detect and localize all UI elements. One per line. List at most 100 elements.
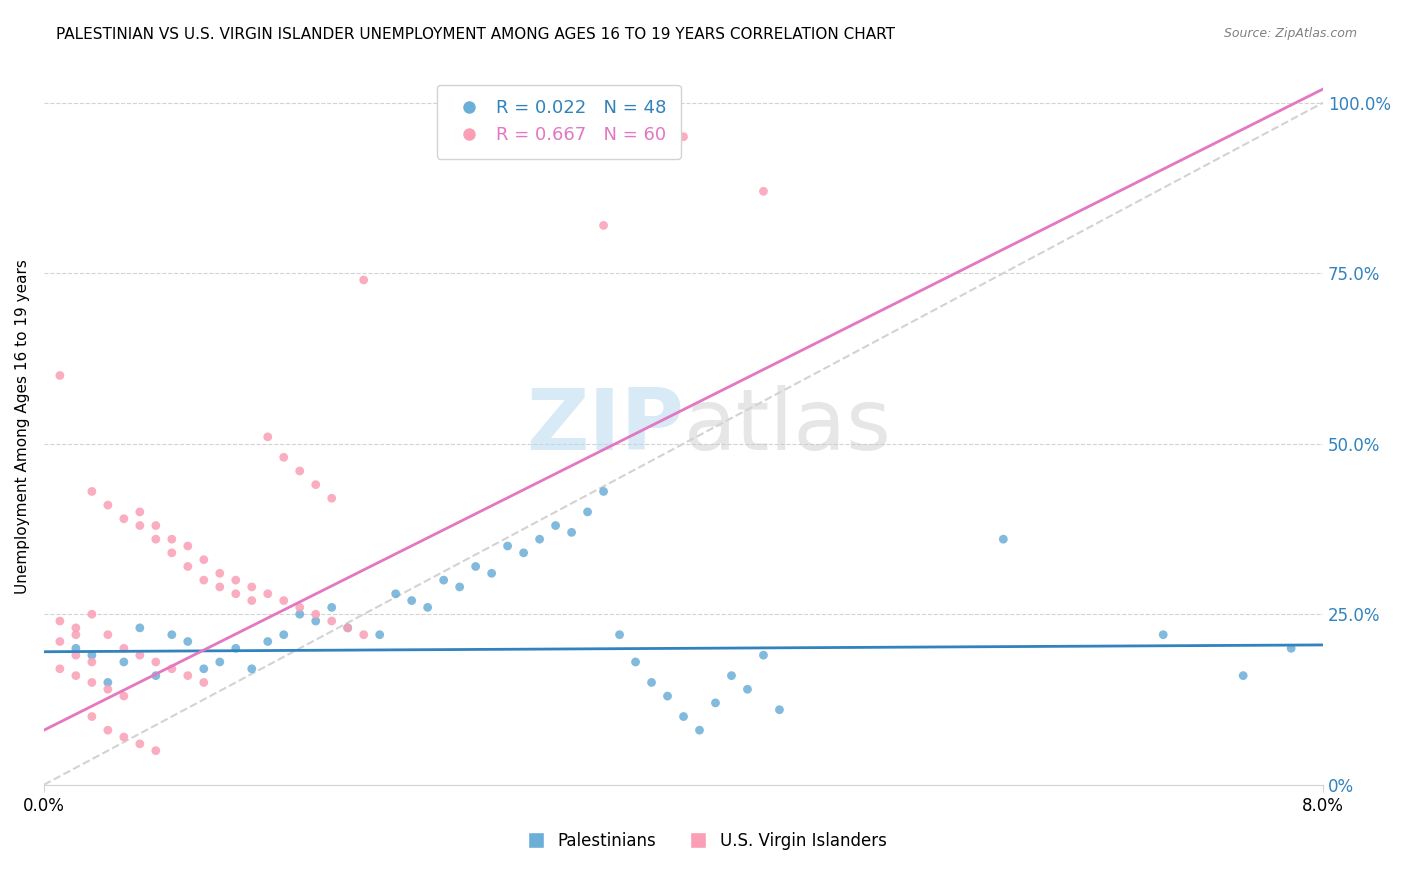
Point <box>65 668 87 682</box>
Text: Source: ZipAtlas.com: Source: ZipAtlas.com <box>1223 27 1357 40</box>
Point <box>592 484 614 499</box>
Text: atlas: atlas <box>683 385 891 468</box>
Point <box>208 580 231 594</box>
Point <box>529 532 551 546</box>
Point <box>128 518 150 533</box>
Point <box>97 628 120 642</box>
Point <box>1232 668 1254 682</box>
Point <box>80 607 103 622</box>
Point <box>208 655 231 669</box>
Point <box>65 648 87 662</box>
Point <box>80 648 103 662</box>
Point <box>128 648 150 662</box>
Point <box>384 587 406 601</box>
Point <box>112 689 135 703</box>
Point <box>177 539 200 553</box>
Point <box>481 566 503 581</box>
Point <box>401 593 423 607</box>
Point <box>177 668 200 682</box>
Point <box>273 593 295 607</box>
Point <box>657 689 679 703</box>
Point <box>1279 641 1302 656</box>
Point <box>561 525 583 540</box>
Point <box>128 621 150 635</box>
Point <box>97 723 120 738</box>
Point <box>288 600 311 615</box>
Point <box>193 573 215 587</box>
Point <box>225 573 247 587</box>
Point <box>768 703 790 717</box>
Point <box>65 628 87 642</box>
Point <box>193 662 215 676</box>
Point <box>49 368 72 383</box>
Point <box>160 628 183 642</box>
Point <box>689 723 711 738</box>
Point <box>145 744 167 758</box>
Point <box>112 655 135 669</box>
Point <box>321 614 343 628</box>
Point <box>128 505 150 519</box>
Point <box>97 675 120 690</box>
Point <box>592 219 614 233</box>
Point <box>112 641 135 656</box>
Point <box>640 675 662 690</box>
Point <box>752 184 775 198</box>
Point <box>80 709 103 723</box>
Point <box>512 546 534 560</box>
Point <box>49 662 72 676</box>
Point <box>321 491 343 506</box>
Legend: Palestinians, U.S. Virgin Islanders: Palestinians, U.S. Virgin Islanders <box>513 826 893 857</box>
Point <box>208 566 231 581</box>
Point <box>240 593 263 607</box>
Point <box>80 484 103 499</box>
Point <box>160 532 183 546</box>
Point <box>145 532 167 546</box>
Point <box>624 655 647 669</box>
Point <box>177 634 200 648</box>
Point <box>273 450 295 465</box>
Point <box>704 696 727 710</box>
Point <box>97 498 120 512</box>
Text: PALESTINIAN VS U.S. VIRGIN ISLANDER UNEMPLOYMENT AMONG AGES 16 TO 19 YEARS CORRE: PALESTINIAN VS U.S. VIRGIN ISLANDER UNEM… <box>56 27 896 42</box>
Point <box>353 628 375 642</box>
Point <box>240 580 263 594</box>
Point <box>672 709 695 723</box>
Point <box>97 682 120 697</box>
Point <box>336 621 359 635</box>
Point <box>256 634 278 648</box>
Text: ZIP: ZIP <box>526 385 683 468</box>
Y-axis label: Unemployment Among Ages 16 to 19 years: Unemployment Among Ages 16 to 19 years <box>15 260 30 594</box>
Legend: R = 0.022   N = 48, R = 0.667   N = 60: R = 0.022 N = 48, R = 0.667 N = 60 <box>437 85 681 159</box>
Point <box>112 730 135 744</box>
Point <box>65 621 87 635</box>
Point <box>305 477 328 491</box>
Point <box>273 628 295 642</box>
Point <box>305 614 328 628</box>
Point <box>464 559 486 574</box>
Point <box>145 668 167 682</box>
Point <box>49 634 72 648</box>
Point <box>288 607 311 622</box>
Point <box>112 512 135 526</box>
Point <box>160 662 183 676</box>
Point <box>449 580 471 594</box>
Point <box>225 641 247 656</box>
Point <box>496 539 519 553</box>
Point <box>65 641 87 656</box>
Point <box>240 662 263 676</box>
Point <box>193 675 215 690</box>
Point <box>305 607 328 622</box>
Point <box>752 648 775 662</box>
Point <box>49 614 72 628</box>
Point <box>145 655 167 669</box>
Point <box>256 587 278 601</box>
Point <box>225 587 247 601</box>
Point <box>368 628 391 642</box>
Point <box>416 600 439 615</box>
Point <box>128 737 150 751</box>
Point <box>576 505 599 519</box>
Point <box>256 430 278 444</box>
Point <box>353 273 375 287</box>
Point <box>1152 628 1174 642</box>
Point <box>433 573 456 587</box>
